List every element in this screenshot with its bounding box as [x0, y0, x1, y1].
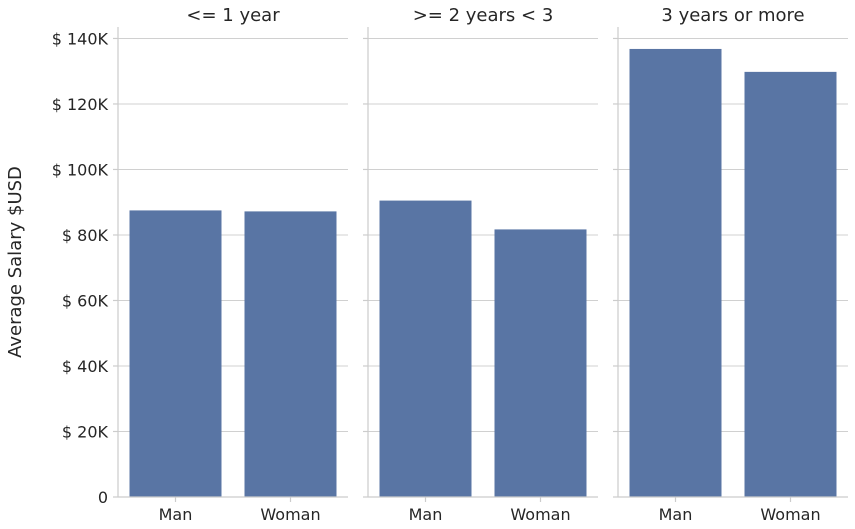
bar-man	[629, 48, 722, 498]
panel-2: Man Woman >= 2 years < 3	[363, 5, 598, 524]
y-tick-label: $ 40K	[62, 357, 109, 376]
y-tick-label: $ 100K	[52, 160, 109, 179]
x-tick-label: Woman	[510, 505, 570, 524]
y-tick-label: $ 20K	[62, 422, 109, 441]
panel-3: Man Woman 3 years or more	[613, 5, 848, 524]
y-tick-label: 0	[98, 488, 108, 507]
y-tick-label: $ 120K	[52, 95, 109, 114]
x-tick-label: Man	[409, 505, 443, 524]
y-tick-label: $ 80K	[62, 226, 109, 245]
x-tick-label: Man	[159, 505, 193, 524]
x-tick-label: Man	[659, 505, 693, 524]
panel-title: >= 2 years < 3	[413, 5, 554, 26]
bar-woman	[244, 211, 337, 497]
panel-1: Man Woman <= 1 year	[113, 5, 348, 524]
bar-man	[379, 200, 472, 497]
x-tick-label: Woman	[260, 505, 320, 524]
panel-title: 3 years or more	[661, 5, 804, 26]
x-tick-label: Woman	[760, 505, 820, 524]
y-tick-label: $ 60K	[62, 291, 109, 310]
bar-woman	[494, 229, 587, 498]
y-tick-label: $ 140K	[52, 29, 109, 48]
bar-woman	[744, 71, 837, 497]
bar-man	[129, 210, 222, 498]
y-axis-label: Average Salary $USD	[5, 166, 26, 358]
panel-title: <= 1 year	[186, 5, 280, 26]
